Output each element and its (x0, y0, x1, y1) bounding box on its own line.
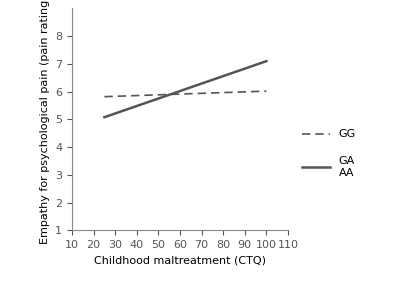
Legend: GG, GA
AA: GG, GA AA (302, 130, 356, 178)
X-axis label: Childhood maltreatment (CTQ): Childhood maltreatment (CTQ) (94, 256, 266, 266)
Y-axis label: Empathy for psychological pain (pain rating): Empathy for psychological pain (pain rat… (40, 0, 50, 244)
